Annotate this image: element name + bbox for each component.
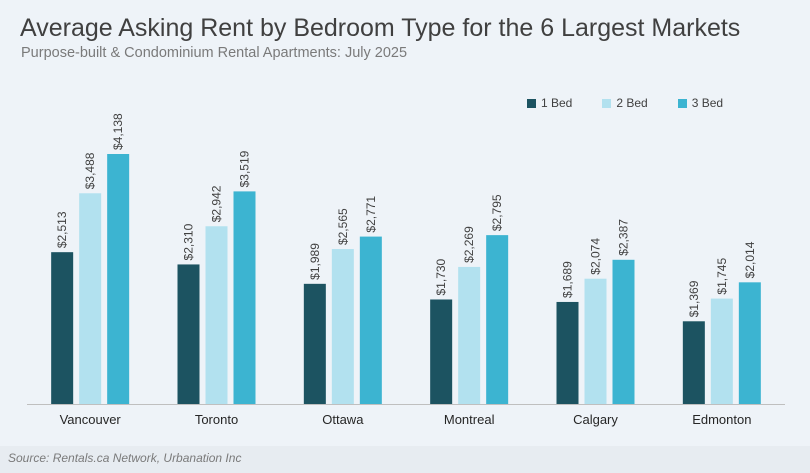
bar-ottawa-3-bed [359, 236, 382, 404]
bar-ottawa-2-bed [331, 249, 354, 404]
legend-label-2-bed: 2 Bed [616, 96, 648, 110]
bar-toronto-1-bed [177, 264, 200, 404]
data-label-calgary-3-bed: $2,387 [617, 219, 631, 256]
bar-vancouver-2-bed [79, 193, 102, 404]
bar-calgary-2-bed [584, 278, 607, 404]
bar-toronto-2-bed [205, 226, 228, 404]
x-tick-label-edmonton: Edmonton [692, 412, 751, 427]
source-note: Source: Rentals.ca Network, Urbanation I… [8, 451, 242, 465]
data-label-vancouver-1-bed: $2,513 [55, 211, 69, 248]
data-label-montreal-3-bed: $2,795 [490, 194, 504, 231]
legend-item-3-bed: 3 Bed [677, 96, 724, 110]
legend-item-1-bed: 1 Bed [527, 96, 572, 110]
bar-calgary-1-bed [556, 301, 579, 404]
x-tick-label-montreal: Montreal [444, 412, 495, 427]
data-label-calgary-2-bed: $2,074 [589, 238, 603, 275]
data-label-ottawa-1-bed: $1,989 [308, 243, 322, 280]
bar-edmonton-3-bed [738, 282, 761, 404]
bar-calgary-3-bed [612, 259, 635, 404]
data-label-toronto-2-bed: $2,942 [210, 185, 224, 222]
bar-montreal-2-bed [458, 266, 481, 404]
bar-montreal-1-bed [430, 299, 453, 404]
data-label-edmonton-1-bed: $1,369 [687, 280, 701, 317]
chart-subtitle: Purpose-built & Condominium Rental Apart… [21, 45, 408, 61]
x-tick-label-vancouver: Vancouver [60, 412, 122, 427]
data-label-edmonton-2-bed: $1,745 [715, 258, 729, 295]
data-label-vancouver-3-bed: $4,138 [111, 113, 125, 150]
legend-label-1-bed: 1 Bed [541, 96, 573, 110]
x-tick-label-toronto: Toronto [195, 412, 238, 427]
data-label-montreal-2-bed: $2,269 [462, 226, 476, 263]
legend-swatch-1-bed [527, 98, 536, 108]
bar-edmonton-2-bed [710, 298, 733, 404]
legend-swatch-2-bed [602, 98, 612, 108]
bar-vancouver-1-bed [51, 252, 74, 404]
x-tick-label-calgary: Calgary [573, 412, 618, 427]
legend-label-3-bed: 3 Bed [691, 96, 724, 110]
bar-edmonton-1-bed [682, 321, 705, 404]
bar-toronto-3-bed [233, 191, 256, 404]
source-bar [0, 446, 810, 473]
data-label-calgary-1-bed: $1,689 [561, 261, 575, 298]
data-label-ottawa-3-bed: $2,771 [364, 196, 378, 233]
x-tick-label-ottawa: Ottawa [322, 412, 364, 427]
data-label-ottawa-2-bed: $2,565 [336, 208, 350, 245]
bar-ottawa-1-bed [303, 283, 326, 404]
chart-title: Average Asking Rent by Bedroom Type for … [20, 14, 741, 42]
legend: 1 Bed 2 Bed 3 Bed [527, 96, 723, 110]
bar-montreal-3-bed [486, 235, 509, 404]
data-label-toronto-3-bed: $3,519 [238, 150, 252, 187]
data-label-vancouver-2-bed: $3,488 [83, 152, 97, 189]
data-label-toronto-1-bed: $2,310 [182, 223, 196, 260]
bar-vancouver-3-bed [107, 154, 130, 404]
legend-swatch-3-bed [677, 98, 687, 108]
data-label-edmonton-3-bed: $2,014 [743, 241, 757, 278]
data-label-montreal-1-bed: $1,730 [434, 258, 448, 295]
legend-item-2-bed: 2 Bed [602, 96, 648, 110]
